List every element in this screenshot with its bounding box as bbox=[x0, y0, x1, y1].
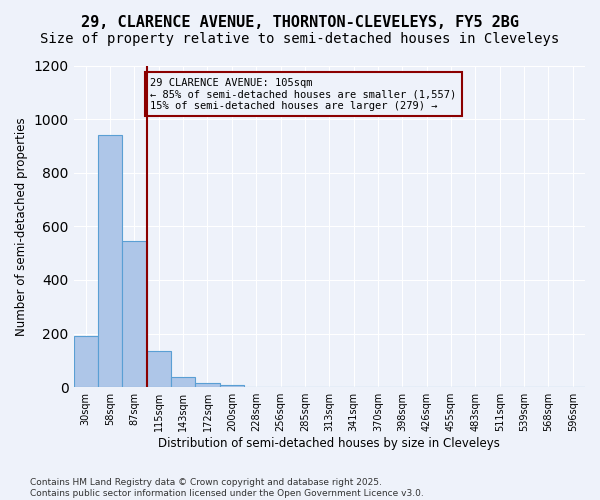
Bar bbox=[146, 351, 171, 387]
Text: 29, CLARENCE AVENUE, THORNTON-CLEVELEYS, FY5 2BG: 29, CLARENCE AVENUE, THORNTON-CLEVELEYS,… bbox=[81, 15, 519, 30]
Bar bbox=[220, 386, 244, 387]
Text: Contains HM Land Registry data © Crown copyright and database right 2025.
Contai: Contains HM Land Registry data © Crown c… bbox=[30, 478, 424, 498]
Bar bbox=[196, 382, 220, 387]
Bar bbox=[98, 135, 122, 387]
Bar bbox=[122, 241, 146, 387]
X-axis label: Distribution of semi-detached houses by size in Cleveleys: Distribution of semi-detached houses by … bbox=[158, 437, 500, 450]
Text: 29 CLARENCE AVENUE: 105sqm
← 85% of semi-detached houses are smaller (1,557)
15%: 29 CLARENCE AVENUE: 105sqm ← 85% of semi… bbox=[150, 78, 457, 111]
Text: Size of property relative to semi-detached houses in Cleveleys: Size of property relative to semi-detach… bbox=[40, 32, 560, 46]
Bar bbox=[74, 336, 98, 387]
Bar bbox=[171, 377, 196, 387]
Y-axis label: Number of semi-detached properties: Number of semi-detached properties bbox=[15, 117, 28, 336]
